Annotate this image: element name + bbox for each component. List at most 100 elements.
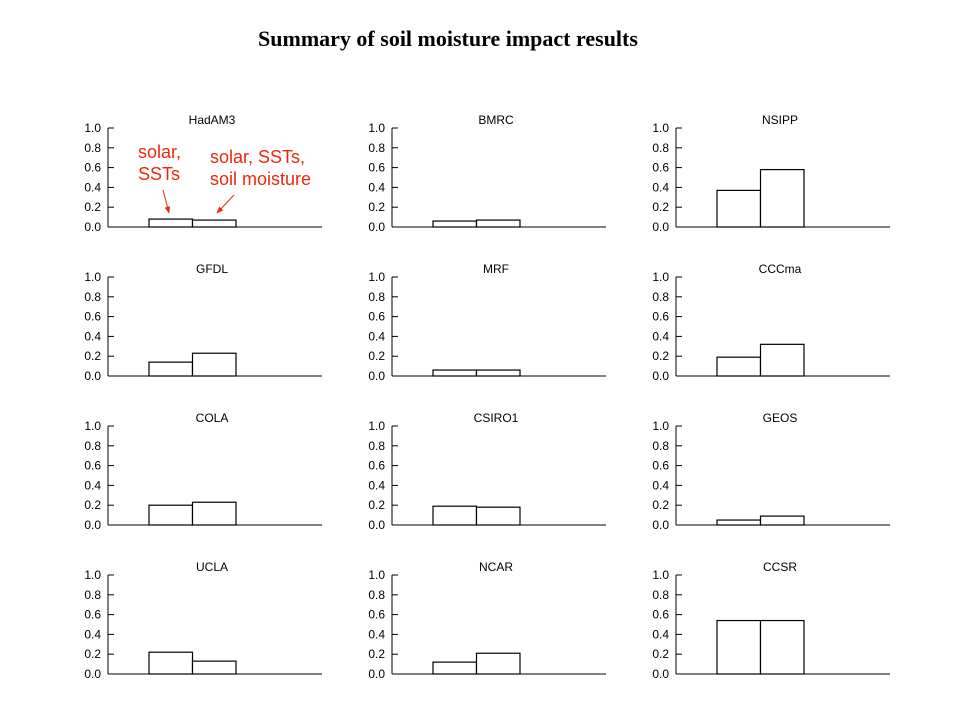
bar-hadam3-1	[148, 218, 194, 228]
y-tick-label: 1.0	[368, 568, 385, 582]
y-tick-label: 0.2	[368, 647, 385, 661]
y-tick-label: 0.2	[84, 200, 101, 214]
y-tick-label: 1.0	[652, 568, 669, 582]
y-tick-label: 1.0	[84, 121, 101, 135]
y-tick-label: 0.0	[368, 220, 385, 234]
bar-csiro1-2	[475, 506, 521, 526]
bar-ucla-1	[148, 651, 194, 675]
y-tick-label: 0.8	[84, 290, 101, 304]
y-tick-label: 0.6	[84, 459, 101, 473]
annotation-line: solar, SSTs,	[210, 147, 306, 167]
bar-nsipp-2	[759, 168, 805, 228]
panel-title-cccma: CCCma	[759, 262, 802, 276]
panel-title-ncar: NCAR	[479, 560, 513, 574]
bar-ucla-2	[191, 660, 237, 675]
y-tick-label: 0.4	[652, 329, 669, 343]
bar-ccsr-2	[759, 619, 805, 675]
y-tick-label: 0.0	[84, 667, 101, 681]
bar-geos-2	[759, 515, 805, 526]
y-tick-label: 1.0	[368, 419, 385, 433]
panel-title-hadam3: HadAM3	[189, 113, 236, 127]
y-tick-label: 0.0	[84, 369, 101, 383]
y-tick-label: 0.0	[652, 369, 669, 383]
annotation-solar-ssts: solar, SSTs	[138, 141, 181, 185]
y-tick-label: 0.4	[652, 478, 669, 492]
y-tick-label: 0.4	[84, 329, 101, 343]
y-tick-label: 0.6	[368, 310, 385, 324]
bar-cola-1	[148, 504, 194, 526]
y-tick-label: 0.4	[368, 478, 385, 492]
y-tick-label: 0.8	[368, 290, 385, 304]
y-tick-label: 0.8	[652, 141, 669, 155]
y-tick-label: 1.0	[368, 270, 385, 284]
bar-gfdl-2	[191, 352, 237, 377]
y-tick-label: 1.0	[652, 419, 669, 433]
y-tick-label: 0.2	[368, 200, 385, 214]
y-tick-label: 0.6	[652, 608, 669, 622]
y-tick-label: 1.0	[84, 568, 101, 582]
annotation-line: soil moisture	[210, 169, 312, 189]
y-tick-label: 0.4	[652, 627, 669, 641]
y-tick-label: 1.0	[84, 419, 101, 433]
annotation-solar-ssts-soil-moisture: solar, SSTs, soil moisture	[210, 146, 311, 190]
bar-ncar-2	[475, 652, 521, 675]
y-tick-label: 1.0	[368, 121, 385, 135]
y-tick-label: 0.0	[84, 220, 101, 234]
bar-gfdl-1	[148, 361, 194, 377]
panel-title-ccsr: CCSR	[763, 560, 797, 574]
bar-cola-2	[191, 501, 237, 526]
y-tick-label: 0.4	[652, 180, 669, 194]
bar-bmrc-1	[432, 220, 478, 228]
y-tick-label: 0.2	[652, 349, 669, 363]
bar-geos-1	[716, 519, 762, 526]
y-tick-label: 0.6	[368, 459, 385, 473]
y-tick-label: 0.6	[368, 161, 385, 175]
bar-cccma-2	[759, 343, 805, 377]
bar-hadam3-2	[191, 219, 237, 228]
panel-title-cola: COLA	[196, 411, 229, 425]
y-tick-label: 0.6	[84, 608, 101, 622]
y-tick-label: 0.0	[652, 667, 669, 681]
y-tick-label: 0.2	[84, 647, 101, 661]
y-tick-label: 0.8	[368, 141, 385, 155]
y-tick-label: 0.2	[84, 349, 101, 363]
y-tick-label: 0.6	[652, 161, 669, 175]
y-tick-label: 0.4	[84, 627, 101, 641]
bar-nsipp-1	[716, 189, 762, 228]
y-tick-label: 0.0	[652, 220, 669, 234]
y-tick-label: 0.2	[368, 349, 385, 363]
panel-title-geos: GEOS	[763, 411, 798, 425]
bar-ccsr-1	[716, 619, 762, 675]
y-tick-label: 0.4	[368, 180, 385, 194]
bar-mrf-1	[432, 369, 478, 377]
y-tick-label: 0.0	[84, 518, 101, 532]
y-tick-label: 0.4	[368, 329, 385, 343]
y-tick-label: 0.8	[368, 439, 385, 453]
y-tick-label: 1.0	[84, 270, 101, 284]
panel-title-ucla: UCLA	[196, 560, 228, 574]
y-tick-label: 0.8	[84, 588, 101, 602]
bar-csiro1-1	[432, 505, 478, 526]
bar-cccma-1	[716, 356, 762, 377]
y-tick-label: 0.0	[368, 518, 385, 532]
y-tick-label: 0.6	[84, 310, 101, 324]
y-tick-label: 0.8	[652, 439, 669, 453]
y-tick-label: 0.8	[652, 588, 669, 602]
y-tick-label: 0.6	[652, 310, 669, 324]
y-tick-label: 0.6	[368, 608, 385, 622]
y-tick-label: 0.0	[368, 667, 385, 681]
y-tick-label: 0.2	[652, 200, 669, 214]
page-title: Summary of soil moisture impact results	[258, 26, 638, 51]
y-tick-label: 0.8	[368, 588, 385, 602]
y-tick-label: 1.0	[652, 270, 669, 284]
bar-ncar-1	[432, 661, 478, 675]
y-tick-label: 0.2	[368, 498, 385, 512]
y-tick-label: 0.8	[652, 290, 669, 304]
y-tick-label: 0.4	[368, 627, 385, 641]
y-tick-label: 0.0	[368, 369, 385, 383]
panel-title-csiro1: CSIRO1	[474, 411, 519, 425]
bar-mrf-2	[475, 369, 521, 377]
y-tick-label: 0.2	[652, 498, 669, 512]
y-tick-label: 0.8	[84, 141, 101, 155]
